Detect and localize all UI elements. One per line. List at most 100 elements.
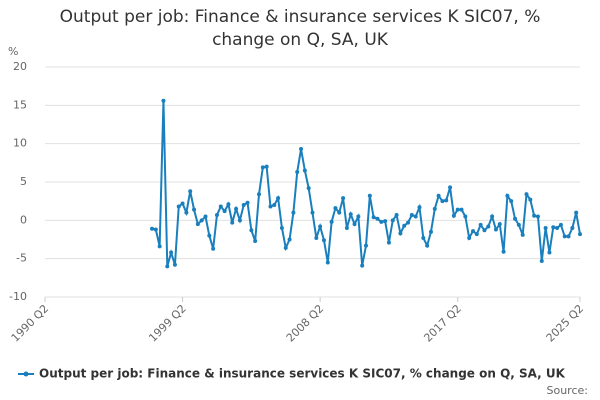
point	[471, 229, 475, 234]
point	[364, 243, 368, 248]
point	[478, 222, 483, 227]
point	[444, 198, 449, 203]
point	[341, 196, 346, 201]
point	[333, 206, 338, 211]
point	[448, 185, 453, 190]
point	[241, 203, 246, 207]
y-unit: %	[8, 45, 18, 58]
point	[199, 218, 204, 223]
point	[230, 220, 235, 225]
point	[532, 213, 537, 218]
point	[348, 212, 353, 217]
source: Source:	[547, 384, 589, 397]
point	[386, 240, 391, 245]
point	[276, 196, 281, 201]
point	[562, 234, 567, 239]
point	[318, 224, 323, 229]
point	[509, 199, 514, 204]
point	[184, 210, 189, 215]
y-tick-label: 10	[13, 137, 27, 150]
y-tick-label: -10	[9, 290, 27, 303]
point	[264, 164, 269, 169]
point	[459, 207, 464, 212]
point	[467, 235, 472, 240]
point	[257, 192, 261, 197]
point	[214, 212, 219, 217]
point	[150, 226, 154, 231]
point	[287, 237, 292, 242]
point	[524, 192, 529, 197]
y-tick-label: 5	[20, 175, 27, 188]
point	[520, 232, 525, 237]
point	[566, 234, 571, 239]
point	[558, 222, 563, 227]
point	[207, 233, 212, 238]
point	[302, 168, 307, 173]
point	[192, 207, 197, 212]
point	[310, 210, 315, 215]
point	[379, 219, 384, 224]
point	[463, 214, 468, 219]
point	[543, 226, 548, 230]
y-tick-label: -5	[16, 252, 27, 265]
point	[501, 249, 506, 254]
point	[574, 210, 579, 215]
point	[516, 222, 521, 227]
point	[413, 214, 418, 219]
point	[344, 226, 349, 230]
point	[169, 250, 174, 255]
point	[203, 214, 208, 219]
point	[417, 205, 422, 210]
point	[295, 170, 300, 175]
point	[555, 226, 560, 230]
legend-label: Output per job: Finance & insurance serv…	[39, 367, 566, 381]
point	[394, 212, 399, 217]
legend-dot	[23, 371, 29, 377]
point	[486, 224, 491, 229]
point	[551, 225, 556, 230]
point	[188, 189, 193, 194]
point	[482, 228, 487, 233]
point	[547, 250, 552, 255]
point	[455, 207, 460, 212]
point	[490, 214, 495, 219]
point	[436, 193, 441, 198]
point	[165, 264, 170, 269]
point	[306, 186, 311, 191]
x-tick-label: 2008 Q2	[284, 302, 327, 345]
point	[245, 200, 250, 205]
point	[268, 204, 273, 209]
point	[440, 199, 445, 204]
point	[425, 243, 430, 248]
x-tick-label: 1999 Q2	[146, 302, 189, 345]
point	[513, 216, 518, 221]
point	[234, 206, 239, 211]
point	[406, 220, 411, 225]
point	[153, 227, 158, 232]
point	[249, 228, 254, 233]
series-line	[151, 100, 581, 267]
point	[176, 204, 181, 209]
x-tick-label: 1990 Q2	[9, 302, 52, 345]
point	[409, 212, 414, 217]
point	[371, 215, 376, 220]
point	[428, 229, 433, 234]
point	[539, 258, 544, 263]
point	[161, 98, 166, 103]
point	[578, 232, 582, 237]
point	[329, 219, 334, 224]
point	[337, 210, 342, 215]
point	[195, 222, 200, 227]
point	[352, 222, 357, 227]
y-tick-label: 20	[13, 60, 27, 73]
point	[474, 232, 479, 237]
point	[497, 222, 502, 227]
point	[291, 210, 296, 215]
point	[505, 193, 510, 198]
point	[535, 214, 540, 219]
point	[356, 214, 361, 219]
point	[211, 246, 216, 251]
point	[375, 216, 380, 221]
point	[383, 219, 388, 224]
